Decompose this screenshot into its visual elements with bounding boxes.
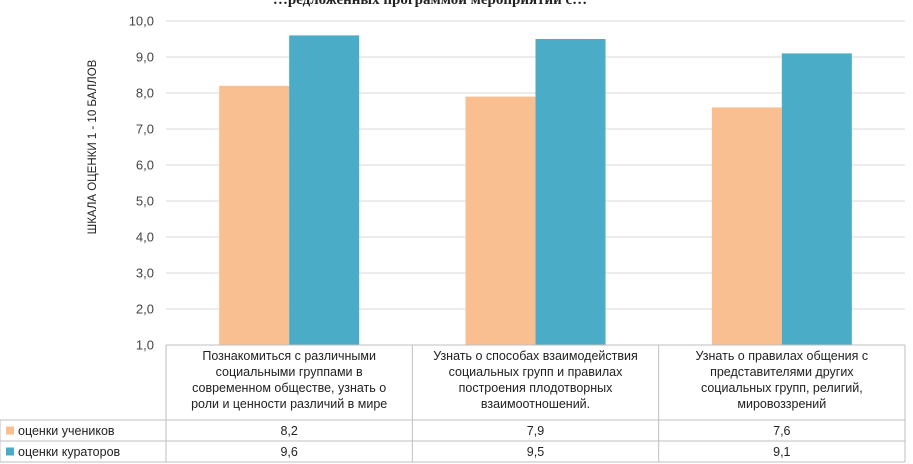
- bar: [465, 96, 536, 345]
- y-axis-label: ШКАЛА ОЦЕНКИ 1 - 10 БАЛЛОВ: [87, 59, 99, 234]
- y-tick-label: 1,0: [136, 338, 154, 353]
- data-label: 9,5: [527, 445, 544, 459]
- data-label: 9,1: [773, 445, 790, 459]
- legend-swatch: [6, 447, 14, 456]
- chart-title: …редложенных программой мероприятий с…: [273, 0, 587, 8]
- category-label: социальных групп и правилах: [449, 365, 623, 379]
- category-label: взаимоотношений.: [481, 397, 590, 411]
- bar: [711, 107, 782, 346]
- category-label: построения плодотворных: [459, 381, 614, 395]
- bar: [289, 35, 360, 346]
- category-label: современном обществе, узнать о: [192, 381, 386, 395]
- legend-swatch: [6, 426, 14, 435]
- category-label: роли и ценности различий в мире: [191, 397, 387, 411]
- category-label: Узнать о способах взаимодействия: [433, 349, 638, 363]
- category-label: социальными группами в: [216, 365, 363, 379]
- data-label: 7,9: [527, 424, 544, 438]
- category-label: Познакомиться с различными: [202, 349, 376, 363]
- y-tick-label: 9,0: [136, 50, 154, 65]
- y-tick-label: 4,0: [136, 230, 154, 245]
- y-tick-label: 6,0: [136, 158, 154, 173]
- bar: [219, 85, 290, 346]
- data-label: 9,6: [280, 445, 297, 459]
- y-tick-label: 7,0: [136, 122, 154, 137]
- bar: [535, 39, 606, 345]
- category-label: мировоззрений: [737, 397, 826, 411]
- legend-label: оценки учеников: [18, 424, 115, 438]
- category-label: представителями других: [710, 365, 854, 379]
- data-label: 8,2: [280, 424, 297, 438]
- data-label: 7,6: [773, 424, 790, 438]
- category-label: Узнать о правилах общения с: [696, 349, 869, 363]
- legend-label: оценки кураторов: [18, 445, 121, 459]
- category-label: социальных групп, религий,: [701, 381, 863, 395]
- y-tick-label: 3,0: [136, 266, 154, 281]
- y-tick-label: 10,0: [129, 14, 154, 29]
- y-tick-label: 5,0: [136, 194, 154, 209]
- bars: [219, 35, 852, 346]
- y-tick-label: 8,0: [136, 86, 154, 101]
- y-tick-label: 2,0: [136, 302, 154, 317]
- bar: [781, 53, 852, 346]
- data-table: Познакомиться с различными социальными гр…: [0, 344, 906, 463]
